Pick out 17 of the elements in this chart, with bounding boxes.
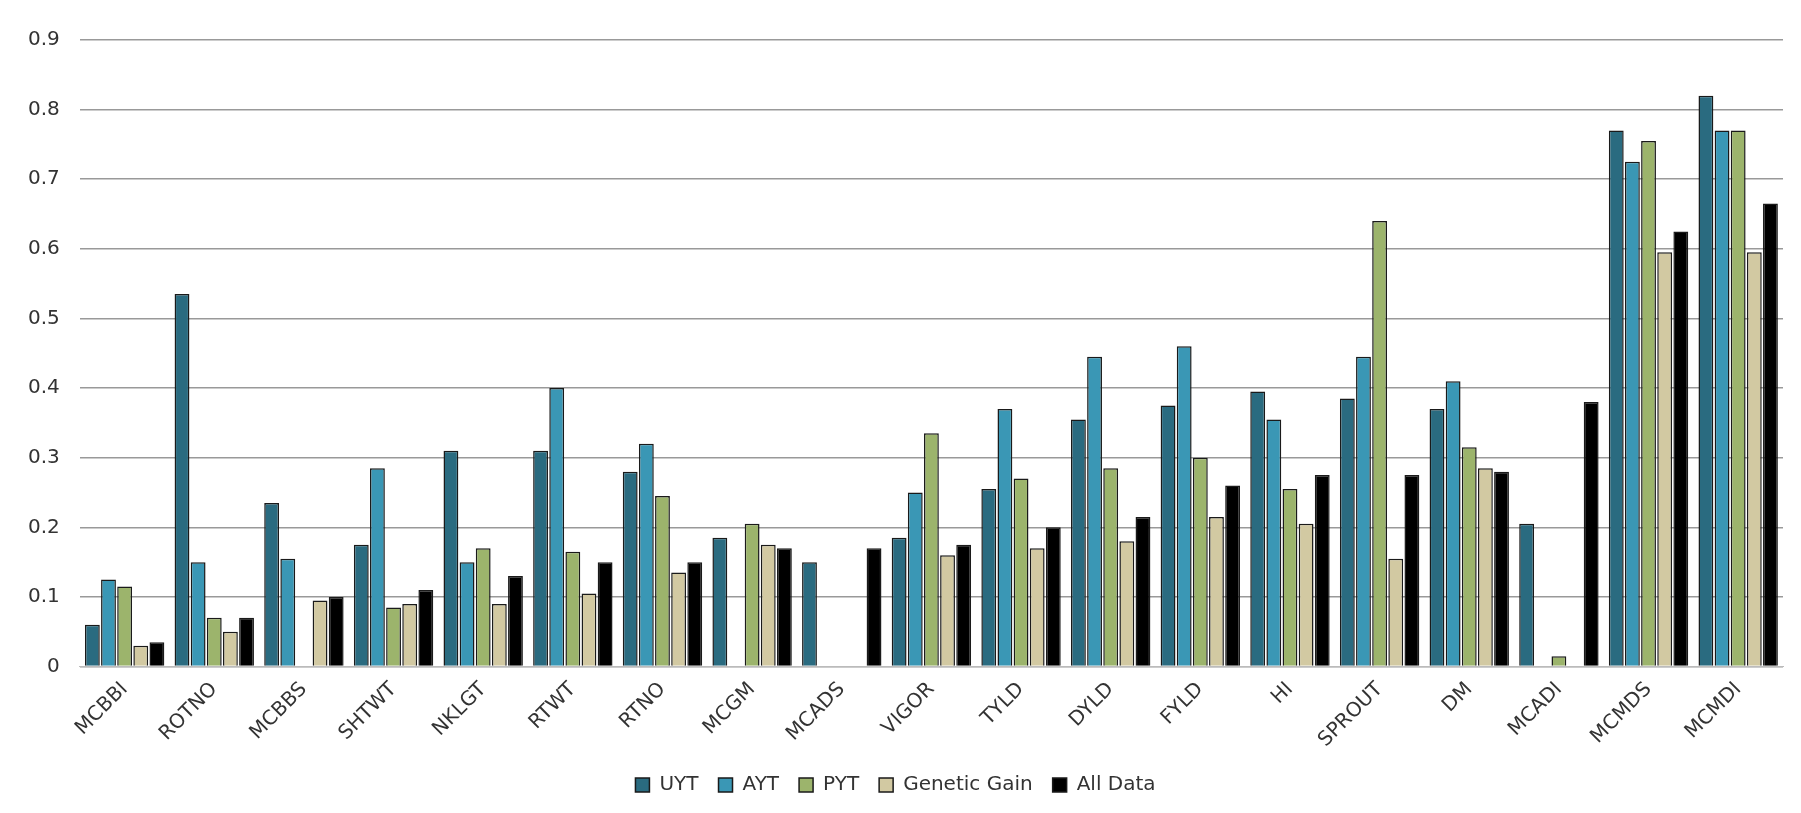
y-tick-label: 0.4	[27, 374, 60, 399]
legend-label: AYT	[742, 771, 780, 796]
y-tick-label: 0.3	[27, 443, 60, 468]
legend-label: UYT	[659, 771, 700, 796]
x-tick-label: DM	[1436, 676, 1477, 717]
y-tick-label: 0.7	[27, 165, 60, 190]
x-tick-label: HI	[1265, 676, 1298, 709]
y-tick-label: 0.2	[27, 513, 60, 538]
y-tick-label: 0.5	[27, 304, 60, 329]
y-tick-label: 0.8	[27, 95, 60, 120]
y-tick-label: 0	[47, 652, 60, 677]
legend-label: Genetic Gain	[903, 771, 1033, 796]
legend-label: PYT	[823, 771, 860, 796]
legend-label: All Data	[1076, 771, 1156, 796]
y-tick-label: 0.6	[27, 235, 60, 260]
y-tick-label: 0.9	[27, 26, 60, 51]
y-tick-label: 0.1	[27, 583, 60, 608]
